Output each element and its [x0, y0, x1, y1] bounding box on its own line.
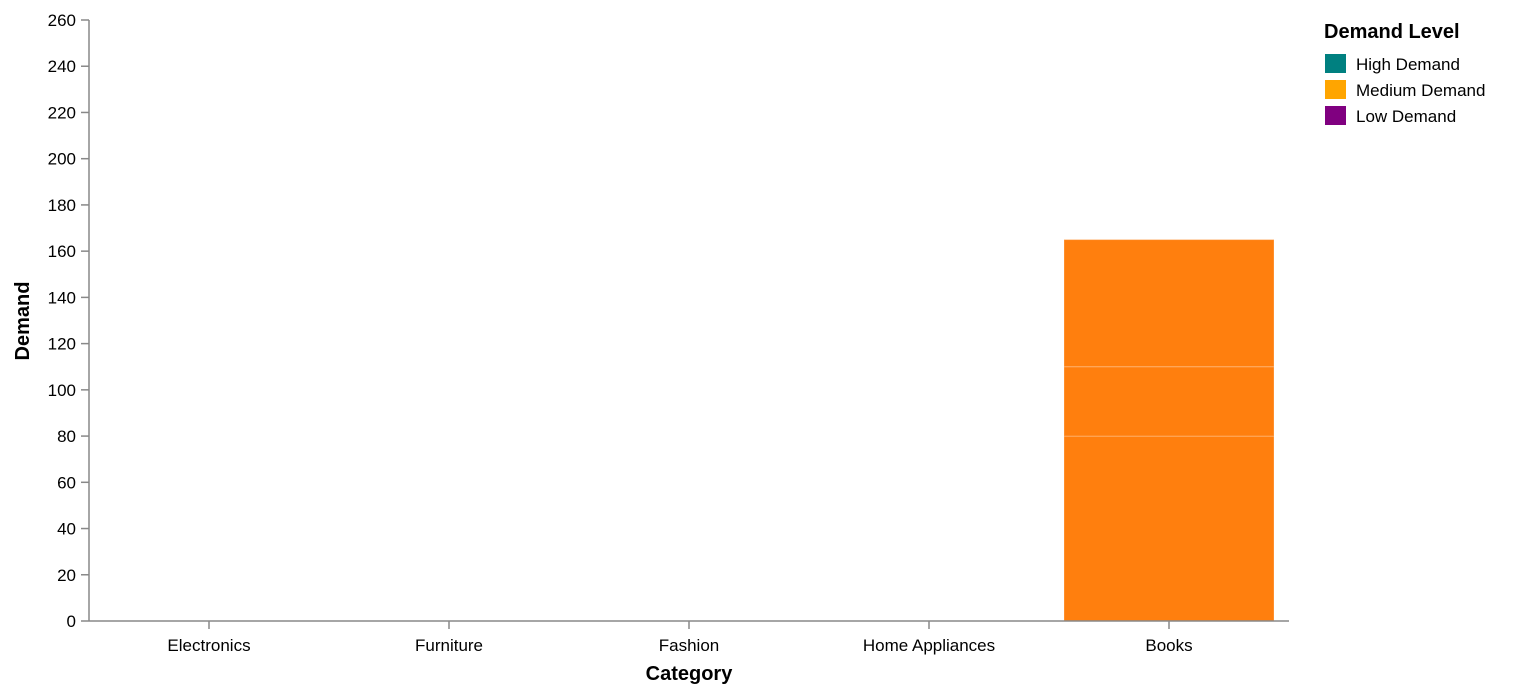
x-tick-label-home-appliances: Home Appliances [863, 636, 995, 655]
bar-segment-books-2 [1063, 239, 1275, 368]
legend-title: Demand Level [1324, 21, 1460, 43]
x-tick-label-books: Books [1145, 636, 1192, 655]
legend-label-high-demand: High Demand [1356, 55, 1460, 74]
y-tick-label-220: 220 [48, 103, 76, 122]
legend-label-low-demand: Low Demand [1356, 107, 1456, 126]
y-tick-label-40: 40 [57, 520, 76, 539]
x-axis-title: Category [646, 663, 734, 685]
y-tick-label-160: 160 [48, 242, 76, 261]
legend-label-medium-demand: Medium Demand [1356, 81, 1485, 100]
legend-swatch-medium-demand [1325, 80, 1346, 99]
y-tick-label-60: 60 [57, 473, 76, 492]
y-tick-label-180: 180 [48, 196, 76, 215]
y-tick-label-120: 120 [48, 335, 76, 354]
x-tick-label-fashion: Fashion [659, 636, 719, 655]
y-tick-label-140: 140 [48, 288, 76, 307]
legend-swatch-low-demand [1325, 106, 1346, 125]
y-axis-title: Demand [12, 282, 34, 361]
y-tick-label-200: 200 [48, 150, 76, 169]
x-axis: Electronics Furniture Fashion Home Applianc… [89, 620, 1289, 655]
y-tick-label-80: 80 [57, 427, 76, 446]
y-tick-label-100: 100 [48, 381, 76, 400]
x-tick-label-electronics: Electronics [167, 636, 250, 655]
y-tick-label-0: 0 [67, 612, 76, 631]
bar-segment-books-0 [1063, 435, 1275, 622]
legend-swatch-high-demand [1325, 54, 1346, 73]
x-tick-label-furniture: Furniture [415, 636, 483, 655]
y-axis: 0 20 40 60 80 100 120 140 160 180 200 220 240 260 [48, 11, 90, 631]
y-tick-label-260: 260 [48, 11, 76, 30]
y-tick-label-20: 20 [57, 566, 76, 585]
legend: Demand Level High Demand Medium Demand Low… [1324, 21, 1485, 126]
bars-layer [1063, 239, 1275, 622]
y-tick-label-240: 240 [48, 57, 76, 76]
bar-segment-books-1 [1063, 366, 1275, 437]
